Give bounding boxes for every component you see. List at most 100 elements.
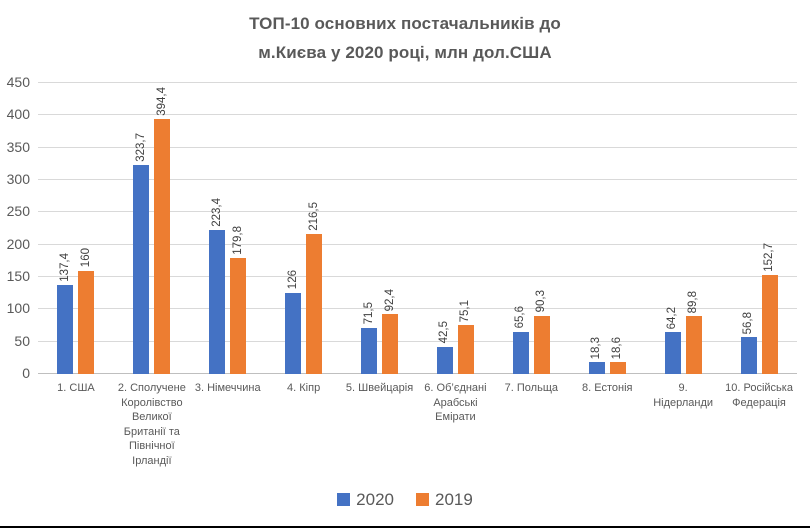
legend-entry-2020: 2020 [337, 491, 394, 508]
chart-title: ТОП-10 основних постачальників до м.Києв… [0, 9, 810, 67]
grid-line [38, 179, 797, 180]
data-label-2019: 18,6 [611, 336, 624, 359]
x-category-label: 7. Польща [493, 381, 569, 396]
x-category-label-line: 7. Польща [504, 382, 558, 394]
bar-2019 [609, 361, 626, 374]
bar-2020 [664, 332, 681, 374]
bar-2019 [382, 314, 399, 374]
data-label-2020: 323,7 [134, 132, 147, 162]
bar-2020 [57, 285, 74, 374]
legend-label-2020: 2020 [356, 490, 394, 509]
x-category-label-line: Британії та [123, 425, 180, 438]
data-label-2020: 64,2 [666, 307, 679, 330]
x-axis-line [38, 373, 797, 374]
x-category-label: 2. Сполучене Королівство Великої Британії т… [114, 381, 190, 468]
y-tick-label: 200 [6, 235, 30, 252]
x-axis-labels: 1. США 2. Сполучене Королівство Великої Брит… [38, 381, 797, 481]
x-category-label: 5. Швейцарія [342, 381, 418, 396]
plot-area: 137,4 160 323,7 394,4 223,4 179,8 126 216,5 71,5… [38, 82, 797, 374]
bar-2020 [209, 229, 226, 374]
chart-title-line-2: м.Києва у 2020 році, млн дол.США [258, 43, 552, 62]
grid-line [38, 308, 797, 310]
bar-2019 [457, 325, 474, 374]
x-category-label-line: 8. Естонія [582, 382, 633, 394]
x-category-label-line: 9. [678, 382, 688, 394]
grid-line [38, 211, 797, 213]
legend-label-2019: 2019 [435, 490, 473, 509]
x-category-label-line: Нідерланди [653, 396, 714, 409]
grid-line [38, 340, 797, 342]
grid-line [38, 146, 797, 148]
y-tick-label: 350 [6, 138, 30, 155]
y-tick-label: 150 [6, 268, 30, 284]
y-tick-label: 50 [14, 332, 30, 349]
data-label-2019: 394,4 [155, 87, 168, 116]
bar-2019 [154, 118, 171, 374]
data-label-2019: 179,8 [231, 225, 244, 255]
data-label-2020: 42,5 [438, 321, 451, 344]
y-tick-label: 0 [22, 365, 30, 381]
x-category-label: 3. Німеччина [190, 381, 266, 396]
x-category-label: 10. Російська Федерація [721, 381, 797, 410]
data-label-2019: 152,7 [763, 243, 776, 273]
x-category-label-line: 4. Кіпр [287, 382, 321, 394]
legend-swatch-2019 [416, 493, 429, 506]
y-tick-label: 100 [6, 300, 30, 317]
x-category-label-line: Арабські [433, 396, 478, 409]
data-label-2019: 92,4 [383, 288, 396, 312]
bar-2019 [761, 275, 778, 374]
data-label-2020: 126 [286, 270, 299, 290]
data-label-2019: 216,5 [307, 202, 320, 231]
data-label-2019: 90,3 [535, 290, 548, 313]
x-category-label: 4. Кіпр [266, 381, 342, 396]
grid-line [38, 82, 797, 83]
legend-entry-2019: 2019 [416, 491, 473, 508]
grid-line [38, 276, 797, 277]
legend: 2020 2019 [0, 491, 810, 508]
legend-swatch-2020 [337, 493, 351, 506]
y-tick-label: 400 [6, 106, 30, 123]
bar-2020 [588, 362, 605, 374]
bar-2020 [436, 346, 453, 374]
data-label-2020: 18,3 [590, 336, 603, 360]
x-category-label-line: Ірландії [132, 454, 172, 467]
bar-2020 [133, 164, 150, 374]
data-label-2020: 71,5 [362, 302, 375, 325]
grid-line [38, 243, 797, 245]
x-category-label: 9. Нідерланди [645, 381, 721, 410]
x-category-label-line: 1. США [57, 382, 95, 394]
x-category-label-line: 3. Німеччина [194, 382, 261, 394]
y-tick-label: 250 [6, 203, 30, 220]
x-category-label: 1. США [38, 381, 114, 396]
x-category-label-line: 6. Об’єднані [424, 382, 487, 394]
x-category-label: 8. Естонія [569, 381, 645, 396]
bar-2019 [230, 257, 247, 374]
bottom-border-line [0, 526, 810, 528]
bar-2019 [533, 315, 550, 374]
data-label-2020: 137,4 [58, 253, 71, 283]
bar-2019 [685, 315, 702, 374]
bar-2020 [285, 292, 302, 374]
bar-2020 [361, 327, 378, 374]
x-category-label-line: Північної [128, 440, 175, 452]
x-category-label-line: Федерація [732, 396, 786, 409]
x-category-label-line: 5. Швейцарія [345, 382, 414, 394]
y-tick-label: 450 [6, 74, 30, 90]
grid-line [38, 114, 797, 116]
data-label-2019: 75,1 [459, 300, 472, 323]
x-category-label-line: Королівство [121, 396, 183, 409]
bar-2020 [512, 331, 529, 374]
data-label-2020: 56,8 [742, 311, 755, 335]
bar-2020 [740, 337, 757, 374]
x-category-label: 6. Об’єднані Арабські Емірати [418, 381, 494, 425]
x-category-label-line: 10. Російська [725, 382, 793, 394]
x-category-label-line: Емірати [435, 411, 476, 423]
chart-title-line-1: ТОП-10 основних постачальників до [249, 14, 561, 33]
bar-2019 [78, 270, 95, 374]
x-category-label-line: 2. Сполучене [117, 382, 186, 394]
x-category-label-line: Великої [131, 411, 172, 423]
data-label-2019: 89,8 [687, 290, 700, 313]
y-tick-label: 300 [6, 171, 30, 187]
